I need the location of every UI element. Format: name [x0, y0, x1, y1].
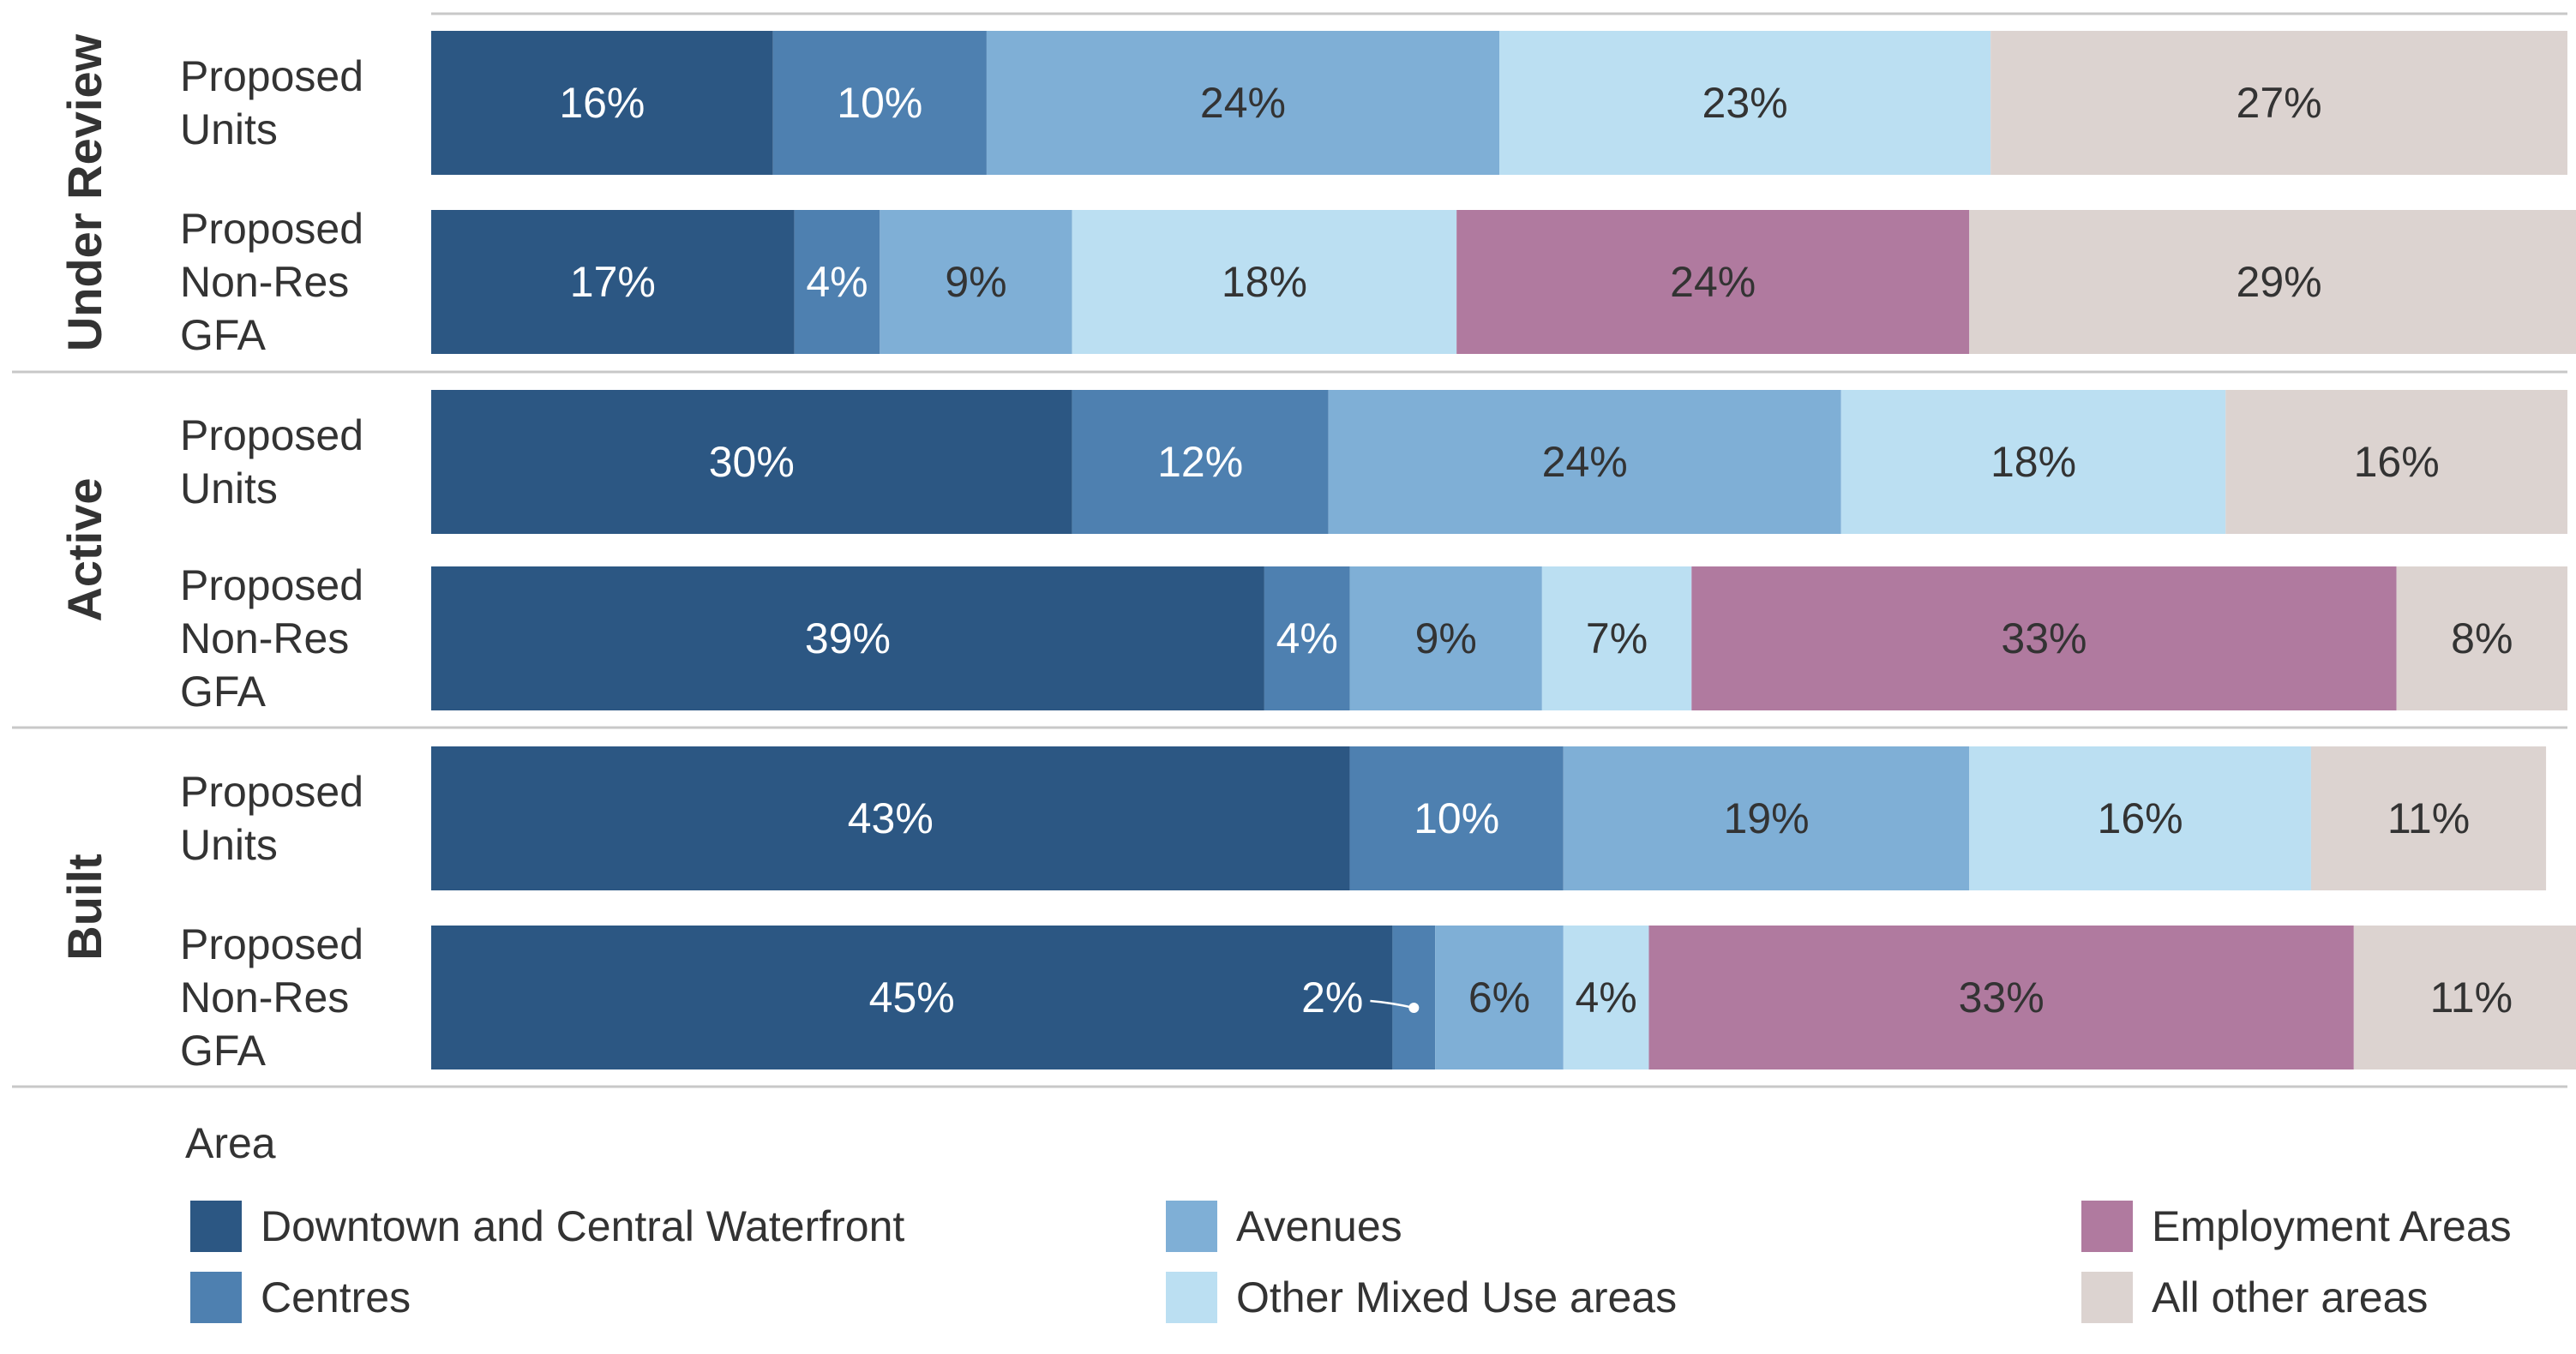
bar-segment-other-mixed-use-areas	[1072, 210, 1457, 354]
group-label-under-review: Under Review	[57, 33, 111, 351]
bar-data-label-other-mixed-use-areas: 18%	[1222, 258, 1307, 306]
legend-label: Other Mixed Use areas	[1236, 1273, 1678, 1321]
bar-data-label-other-mixed-use-areas: 16%	[2098, 794, 2183, 842]
bar-data-label-employment-areas: 33%	[1959, 974, 2045, 1021]
bar-data-label-avenues: 24%	[1542, 438, 1628, 486]
bar-segment-avenues	[1435, 926, 1564, 1069]
bar-segment-all-other-areas	[2353, 926, 2576, 1069]
bar-segment-centres	[1072, 390, 1329, 534]
bar-segment-downtown-and-central-waterfront	[431, 926, 1393, 1069]
legend-swatch	[2081, 1201, 2133, 1252]
bar-segment-other-mixed-use-areas	[1541, 566, 1692, 710]
legend-item-avenues: Avenues	[1166, 1201, 1402, 1252]
bar-data-label-downtown-and-central-waterfront: 16%	[559, 79, 645, 127]
bar-data-label-employment-areas: 33%	[2001, 614, 2087, 662]
bar-segment-employment-areas	[1456, 210, 1970, 354]
bar-data-label-centres: 4%	[806, 258, 868, 306]
legend-item-employment-areas: Employment Areas	[2081, 1201, 2512, 1252]
legend-title: Area	[185, 1119, 276, 1167]
bar-data-label-centres: 4%	[1276, 614, 1338, 662]
bar-data-label-downtown-and-central-waterfront: 30%	[709, 438, 795, 486]
bar-data-label-avenues: 19%	[1723, 794, 1809, 842]
legend-label: Avenues	[1236, 1202, 1402, 1250]
bar-data-label-all-other-areas: 27%	[2237, 79, 2322, 127]
bar-segment-downtown-and-central-waterfront	[431, 210, 795, 354]
bar-data-label-all-other-areas: 11%	[2430, 974, 2513, 1021]
row-label-proposed-units: Proposed Units	[180, 52, 363, 153]
bar-data-label-downtown-and-central-waterfront: 45%	[869, 974, 955, 1021]
bar-data-label-centres: 2%	[1301, 974, 1363, 1021]
callout-leader-dot	[1408, 1003, 1420, 1013]
row-label-proposed-non-res-gfa: Proposed Non-Res GFA	[180, 561, 363, 716]
legend-item-centres: Centres	[190, 1272, 411, 1323]
bar-data-label-all-other-areas: 11%	[2387, 794, 2470, 842]
bar-data-label-avenues: 9%	[945, 258, 1006, 306]
bar-data-label-all-other-areas: 16%	[2354, 438, 2440, 486]
legend-swatch	[1166, 1201, 1217, 1252]
bar-segment-other-mixed-use-areas	[1563, 926, 1649, 1069]
legend-label: Downtown and Central Waterfront	[261, 1202, 905, 1250]
bar-data-label-centres: 10%	[837, 79, 922, 127]
group-label-built: Built	[57, 854, 111, 960]
bar-segment-other-mixed-use-areas	[1969, 746, 2311, 890]
row-label-proposed-units: Proposed Units	[180, 768, 363, 869]
bar-segment-other-mixed-use-areas	[1840, 390, 2226, 534]
legend-label: Employment Areas	[2152, 1202, 2512, 1250]
legend-item-other-mixed-use-areas: Other Mixed Use areas	[1166, 1272, 1677, 1323]
bar-segment-centres	[1349, 746, 1564, 890]
bar-data-label-downtown-and-central-waterfront: 17%	[570, 258, 656, 306]
bar-segment-all-other-areas	[2225, 390, 2567, 534]
bar-segment-downtown-and-central-waterfront	[431, 31, 773, 175]
bar-segment-other-mixed-use-areas	[1499, 31, 1991, 175]
bar-segment-centres	[1392, 926, 1436, 1069]
row-label-proposed-units: Proposed Units	[180, 411, 363, 512]
bar-segment-avenues	[1328, 390, 1841, 534]
bar-data-label-other-mixed-use-areas: 4%	[1575, 974, 1636, 1021]
group-label-active: Active	[57, 477, 111, 621]
legend-label: All other areas	[2152, 1273, 2429, 1321]
bar-segment-downtown-and-central-waterfront	[431, 746, 1350, 890]
bar-data-label-avenues: 24%	[1200, 79, 1286, 127]
bar-segment-all-other-areas	[1991, 31, 2567, 175]
bar-data-label-downtown-and-central-waterfront: 39%	[805, 614, 891, 662]
bar-segment-downtown-and-central-waterfront	[431, 390, 1072, 534]
bar-segment-centres	[794, 210, 880, 354]
bar-segment-centres	[1264, 566, 1350, 710]
legend-label: Centres	[261, 1273, 411, 1321]
bar-segment-avenues	[880, 210, 1072, 354]
bar-data-label-other-mixed-use-areas: 7%	[1586, 614, 1648, 662]
bar-segment-avenues	[986, 31, 1499, 175]
legend-swatch	[1166, 1272, 1217, 1323]
bar-data-label-downtown-and-central-waterfront: 43%	[848, 794, 934, 842]
bar-data-label-all-other-areas: 29%	[2237, 258, 2322, 306]
legend-item-downtown-and-central-waterfront: Downtown and Central Waterfront	[190, 1201, 904, 1252]
bar-segment-all-other-areas	[1969, 210, 2576, 354]
row-label-proposed-non-res-gfa: Proposed Non-Res GFA	[180, 920, 363, 1075]
bar-segment-avenues	[1563, 746, 1970, 890]
bar-data-label-avenues: 6%	[1468, 974, 1530, 1021]
bar-data-label-centres: 12%	[1157, 438, 1243, 486]
row-label-proposed-non-res-gfa: Proposed Non-Res GFA	[180, 205, 363, 359]
bar-segment-employment-areas	[1648, 926, 2354, 1069]
legend-swatch	[190, 1201, 242, 1252]
bar-segment-employment-areas	[1691, 566, 2397, 710]
bar-data-label-employment-areas: 24%	[1670, 258, 1756, 306]
bar-segment-centres	[772, 31, 987, 175]
bar-data-label-other-mixed-use-areas: 18%	[1991, 438, 2076, 486]
legend-swatch	[190, 1272, 242, 1323]
bar-data-label-avenues: 9%	[1415, 614, 1477, 662]
legend-item-all-other-areas: All other areas	[2081, 1272, 2428, 1323]
bar-data-label-all-other-areas: 8%	[2451, 614, 2513, 662]
bar-data-label-centres: 10%	[1414, 794, 1499, 842]
bar-segment-all-other-areas	[2310, 746, 2547, 890]
bar-segment-downtown-and-central-waterfront	[431, 566, 1264, 710]
legend-swatch	[2081, 1272, 2133, 1323]
bar-segment-avenues	[1349, 566, 1542, 710]
bar-data-label-other-mixed-use-areas: 23%	[1702, 79, 1788, 127]
bar-segment-all-other-areas	[2396, 566, 2567, 710]
